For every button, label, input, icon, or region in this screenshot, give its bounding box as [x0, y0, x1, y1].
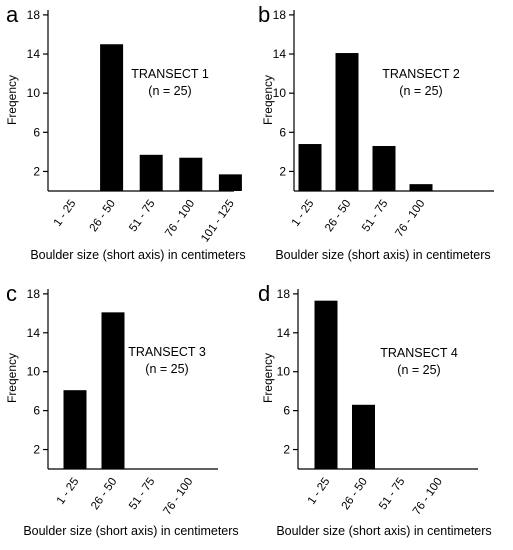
bar-1-25 [314, 300, 338, 469]
x-tick-label: 76 - 100 [161, 476, 195, 517]
x-axis-label: Boulder size (short axis) in centimeters [275, 248, 490, 262]
y-axis-label: Freqency [5, 353, 19, 403]
y-tick-label: 18 [277, 287, 291, 301]
y-tick-label: 18 [27, 287, 41, 301]
y-tick-label: 10 [27, 365, 41, 379]
x-tick-label: 101 - 125 [199, 198, 237, 245]
sample-size-label: (n = 25) [397, 363, 440, 377]
y-tick-label: 14 [277, 326, 291, 340]
sample-size-label: (n = 25) [145, 362, 188, 376]
y-tick-label: 10 [273, 86, 287, 100]
y-axis-label: Freqency [261, 75, 275, 125]
x-tick-label: 26 - 50 [323, 198, 353, 234]
bar-1-25 [63, 390, 87, 469]
y-axis-label: Freqency [5, 75, 19, 125]
y-tick-label: 14 [27, 326, 41, 340]
x-tick-label: 1 - 25 [306, 476, 333, 507]
y-tick-label: 6 [279, 125, 286, 139]
bar-26-50 [100, 44, 124, 192]
bar-76-100 [409, 184, 433, 191]
bar-101-125 [218, 174, 242, 191]
x-tick-label: 76 - 100 [163, 198, 197, 239]
y-tick-label: 14 [273, 47, 287, 61]
transect-title: TRANSECT 3 [128, 345, 206, 359]
y-tick-label: 6 [33, 404, 40, 418]
y-tick-label: 2 [283, 443, 290, 457]
y-tick-label: 10 [27, 86, 41, 100]
chart-panel-c: c 2 6 10 14 18 Freqency 1 - 25 26 - 50 51 - 75 76 … [5, 281, 239, 538]
bar-26-50 [101, 312, 125, 469]
transect-title: TRANSECT 2 [382, 67, 460, 81]
y-axis-label: Freqency [261, 353, 275, 403]
bar-26-50 [335, 53, 359, 192]
panel-letter: d [258, 281, 270, 306]
y-tick-label: 6 [283, 404, 290, 418]
x-tick-label: 26 - 50 [88, 198, 118, 234]
x-tick-label: 26 - 50 [340, 476, 370, 512]
y-tick-label: 6 [33, 125, 40, 139]
y-tick-label: 14 [27, 47, 41, 61]
y-tick-label: 2 [279, 164, 286, 178]
chart-panel-d: d 2 6 10 14 18 Freqency 1 - 25 26 - 50 51 - 75 76 … [258, 281, 492, 538]
sample-size-label: (n = 25) [148, 84, 191, 98]
x-tick-label: 76 - 100 [411, 476, 445, 517]
sample-size-label: (n = 25) [399, 84, 442, 98]
panel-letter: b [258, 2, 270, 27]
x-axis-label: Boulder size (short axis) in centimeters [276, 524, 491, 538]
panel-letter: c [6, 281, 17, 306]
chart-panel-b: b 2 6 10 14 18 Freqency 1 - 25 26 - 50 51 - 75 76 … [258, 2, 494, 262]
chart-panel-a: a 2 6 10 14 18 Freqency 1 - 25 26 - 50 51 - 75 76 … [5, 2, 246, 262]
x-tick-label: 1 - 25 [55, 476, 82, 507]
bar-1-25 [298, 144, 322, 191]
x-tick-label: 1 - 25 [52, 198, 79, 229]
bar-51-75 [139, 154, 163, 191]
x-tick-label: 51 - 75 [127, 476, 157, 512]
transect-title: TRANSECT 1 [131, 67, 209, 81]
y-tick-label: 18 [273, 8, 287, 22]
x-axis-label: Boulder size (short axis) in centimeters [23, 524, 238, 538]
y-tick-label: 18 [27, 8, 41, 22]
x-tick-label: 51 - 75 [377, 476, 407, 512]
x-tick-label: 26 - 50 [89, 476, 119, 512]
y-tick-label: 2 [33, 164, 40, 178]
x-tick-label: 51 - 75 [360, 198, 390, 234]
bar-76-100 [179, 157, 203, 191]
bar-26-50 [352, 404, 375, 469]
bar-51-75 [372, 145, 396, 191]
y-tick-label: 10 [277, 365, 291, 379]
x-tick-label: 1 - 25 [290, 198, 317, 229]
x-axis-label: Boulder size (short axis) in centimeters [30, 248, 245, 262]
x-tick-label: 76 - 100 [393, 198, 427, 239]
y-tick-label: 2 [33, 443, 40, 457]
x-tick-label: 51 - 75 [127, 198, 157, 234]
transect-title: TRANSECT 4 [380, 346, 458, 360]
panel-letter: a [6, 2, 19, 27]
